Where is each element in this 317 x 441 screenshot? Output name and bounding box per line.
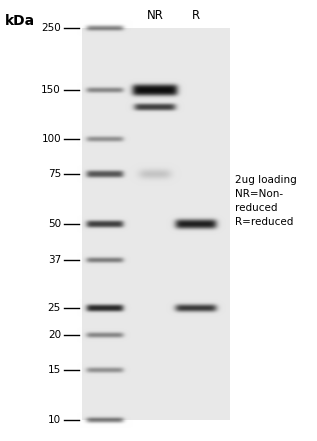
Text: 10: 10 [48,415,61,425]
Text: 15: 15 [48,365,61,375]
Text: 25: 25 [48,303,61,313]
Text: NR: NR [146,9,164,22]
Text: 100: 100 [42,134,61,144]
Text: 75: 75 [48,169,61,179]
Text: R: R [192,9,200,22]
Text: 37: 37 [48,255,61,265]
Text: kDa: kDa [5,14,35,28]
Text: 2ug loading
NR=Non-
reduced
R=reduced: 2ug loading NR=Non- reduced R=reduced [235,175,297,227]
Text: 50: 50 [48,219,61,229]
Text: 20: 20 [48,330,61,340]
Text: 150: 150 [41,85,61,95]
Text: 250: 250 [41,23,61,33]
